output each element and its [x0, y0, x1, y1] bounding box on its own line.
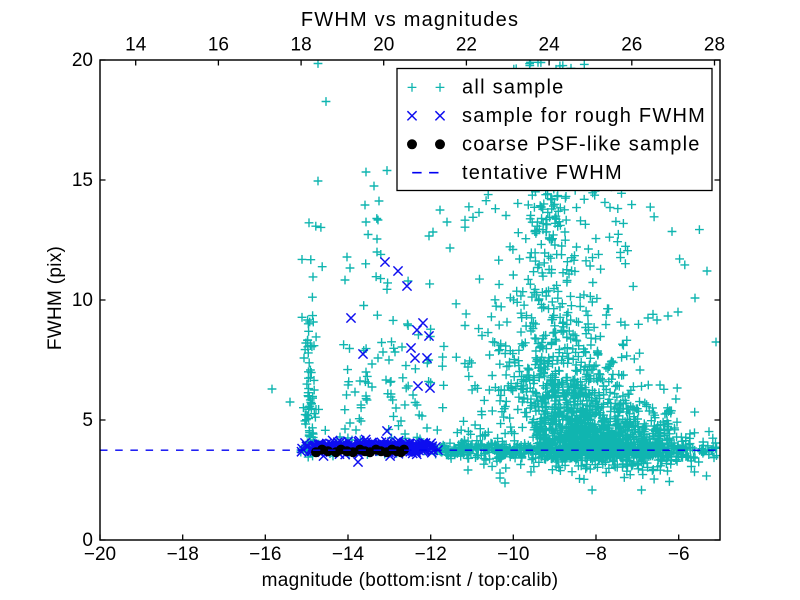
- svg-text:−12: −12: [415, 544, 447, 565]
- svg-text:−6: −6: [668, 544, 690, 565]
- svg-text:coarse PSF-like sample: coarse PSF-like sample: [462, 134, 701, 156]
- svg-text:all sample: all sample: [462, 77, 565, 99]
- svg-text:28: 28: [704, 35, 725, 56]
- svg-text:−16: −16: [249, 544, 281, 565]
- svg-text:20: 20: [72, 50, 93, 71]
- svg-text:16: 16: [208, 35, 229, 56]
- svg-text:tentative FWHM: tentative FWHM: [462, 162, 623, 184]
- svg-text:10: 10: [72, 290, 93, 311]
- svg-text:FWHM vs magnitudes: FWHM vs magnitudes: [301, 9, 519, 31]
- svg-text:14: 14: [125, 35, 147, 56]
- svg-text:magnitude (bottom:isnt / top:c: magnitude (bottom:isnt / top:calib): [262, 570, 559, 591]
- svg-text:−8: −8: [585, 544, 607, 565]
- svg-text:−10: −10: [497, 544, 529, 565]
- svg-text:−14: −14: [332, 544, 365, 565]
- svg-text:15: 15: [72, 170, 93, 191]
- svg-text:sample for rough FWHM: sample for rough FWHM: [462, 105, 706, 127]
- svg-text:0: 0: [82, 530, 93, 551]
- svg-text:5: 5: [82, 410, 93, 431]
- svg-text:−18: −18: [167, 544, 199, 565]
- svg-text:−20: −20: [84, 544, 116, 565]
- svg-text:26: 26: [621, 35, 642, 56]
- svg-text:20: 20: [373, 35, 394, 56]
- svg-text:FWHM (pix): FWHM (pix): [45, 246, 66, 350]
- svg-text:24: 24: [539, 35, 561, 56]
- svg-text:18: 18: [291, 35, 312, 56]
- svg-text:22: 22: [456, 35, 477, 56]
